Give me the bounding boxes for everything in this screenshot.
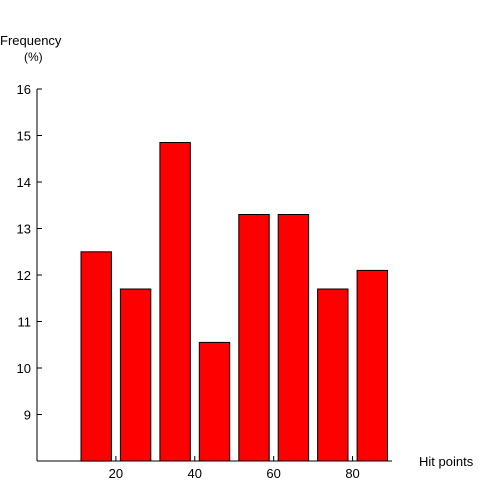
bar-3 (159, 142, 191, 462)
bar-6 (277, 214, 310, 462)
y-axis-unit: (%) (24, 50, 43, 64)
x-axis-label: Hit points (419, 454, 474, 469)
y-ticks: 9 10 11 12 13 14 15 16 (17, 82, 42, 423)
y-tick-label: 14 (17, 175, 31, 190)
y-tick-label: 9 (24, 408, 31, 423)
bar-4 (198, 341, 231, 462)
bar-5 (238, 214, 270, 462)
bar-8 (356, 269, 389, 462)
y-tick-label: 11 (18, 315, 32, 330)
y-tick-label: 12 (17, 268, 31, 283)
x-tick-label: 40 (188, 466, 202, 480)
bar-7 (317, 288, 349, 462)
y-tick-label: 10 (17, 361, 31, 376)
y-axis-label: Frequency (0, 33, 62, 48)
bar-2 (119, 288, 152, 462)
y-tick-label: 13 (17, 222, 31, 237)
y-tick-label: 16 (17, 82, 31, 97)
bar-1 (80, 251, 112, 462)
x-tick-label: 80 (345, 466, 359, 480)
x-ticks: 20 40 60 80 (109, 456, 360, 480)
y-tick-label: 15 (17, 129, 31, 144)
x-tick-label: 60 (266, 466, 280, 480)
bars-group (80, 142, 389, 462)
x-tick-label: 20 (109, 466, 123, 480)
